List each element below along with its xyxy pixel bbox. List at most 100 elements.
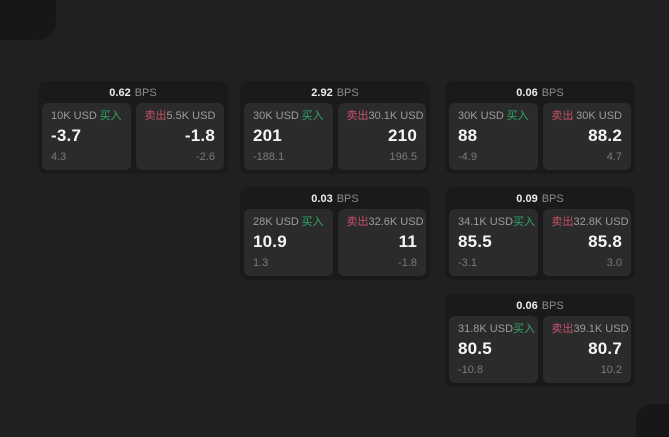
bps-unit-label: BPS: [336, 86, 359, 99]
bps-value: 2.92: [311, 86, 333, 99]
bps-value: 0.03: [311, 192, 333, 205]
bps-unit-label: BPS: [541, 192, 564, 205]
card-header: 0.03 BPS: [244, 187, 426, 209]
bps-unit-label: BPS: [134, 86, 157, 99]
buy-amount: 10K USD: [51, 110, 97, 122]
sell-panel[interactable]: 卖出 5.5K USD -1.8 -2.6: [135, 103, 224, 170]
sell-sub-value: -1.8: [398, 257, 417, 269]
buy-label: 买入: [506, 110, 529, 122]
sell-amount: 30.1K USD: [368, 110, 424, 122]
quote-panels: 34.1K USD 买入 85.5 -3.1 卖出 32.8K USD 85.8…: [449, 209, 631, 276]
buy-panel-header: 28K USD 买入: [253, 216, 324, 229]
quote-panels: 28K USD 买入 10.9 1.3 卖出 32.6K USD 11 -1.8: [244, 209, 426, 276]
card-header: 0.09 BPS: [449, 187, 631, 209]
quote-card: 0.06 BPS 31.8K USD 买入 80.5 -10.8 卖出 39.1…: [445, 294, 635, 387]
buy-sub-value: -188.1: [253, 151, 285, 163]
buy-panel[interactable]: 10K USD 买入 -3.7 4.3: [42, 103, 131, 170]
bps-unit-label: BPS: [541, 299, 564, 312]
buy-price: 10.9: [253, 232, 287, 251]
buy-amount: 28K USD: [253, 216, 299, 228]
sell-panel-header: 卖出 32.6K USD: [346, 216, 424, 229]
buy-panel-header: 34.1K USD 买入: [458, 216, 535, 229]
buy-price: 201: [253, 126, 282, 145]
buy-panel-header: 30K USD 买入: [458, 110, 529, 123]
sell-label: 卖出: [144, 110, 167, 122]
buy-price: 80.5: [458, 339, 492, 358]
sell-panel-header: 卖出 30.1K USD: [347, 110, 424, 123]
sell-sub-value: 196.5: [389, 151, 417, 163]
buy-amount: 31.8K USD: [458, 323, 514, 335]
bps-unit-label: BPS: [541, 86, 564, 99]
corner-decoration-bottom-right: [636, 404, 669, 437]
buy-price: 85.5: [458, 232, 492, 251]
buy-sub-value: 4.3: [51, 151, 67, 163]
buy-label: 买入: [301, 216, 324, 228]
quote-card: 0.03 BPS 28K USD 买入 10.9 1.3 卖出 32.6K US…: [240, 187, 430, 280]
buy-amount: 34.1K USD: [458, 216, 514, 228]
sell-label: 卖出: [551, 216, 574, 228]
sell-panel[interactable]: 卖出 30K USD 88.2 4.7: [542, 103, 631, 170]
sell-sub-value: 10.2: [600, 364, 622, 376]
quote-panels: 30K USD 买入 201 -188.1 卖出 30.1K USD 210 1…: [244, 103, 426, 170]
sell-panel[interactable]: 卖出 32.8K USD 85.8 3.0: [542, 209, 631, 276]
sell-panel[interactable]: 卖出 32.6K USD 11 -1.8: [337, 209, 426, 276]
quote-panels: 10K USD 买入 -3.7 4.3 卖出 5.5K USD -1.8 -2.…: [42, 103, 224, 170]
sell-label: 卖出: [551, 323, 574, 335]
buy-panel[interactable]: 30K USD 买入 201 -188.1: [244, 103, 333, 170]
sell-price: 210: [388, 126, 417, 145]
buy-panel[interactable]: 30K USD 买入 88 -4.9: [449, 103, 538, 170]
buy-sub-value: 1.3: [253, 257, 269, 269]
sell-label: 卖出: [346, 216, 369, 228]
card-header: 0.06 BPS: [449, 294, 631, 316]
quote-panels: 31.8K USD 买入 80.5 -10.8 卖出 39.1K USD 80.…: [449, 316, 631, 383]
sell-sub-value: 3.0: [606, 257, 622, 269]
sell-price: 11: [398, 232, 417, 251]
card-header: 0.62 BPS: [42, 81, 224, 103]
sell-label: 卖出: [551, 110, 574, 122]
buy-panel[interactable]: 34.1K USD 买入 85.5 -3.1: [449, 209, 538, 276]
buy-label: 买入: [513, 216, 536, 228]
bps-value: 0.62: [109, 86, 131, 99]
quote-card: 0.09 BPS 34.1K USD 买入 85.5 -3.1 卖出 32.8K…: [445, 187, 635, 280]
buy-label: 买入: [301, 110, 324, 122]
sell-sub-value: 4.7: [606, 151, 622, 163]
corner-decoration-top-left: [0, 0, 56, 40]
buy-panel-header: 30K USD 买入: [253, 110, 324, 123]
bps-value: 0.06: [516, 86, 538, 99]
sell-amount: 32.6K USD: [368, 216, 424, 228]
sell-amount: 32.8K USD: [573, 216, 629, 228]
sell-price: 88.2: [588, 126, 622, 145]
buy-label: 买入: [99, 110, 122, 122]
sell-panel[interactable]: 卖出 30.1K USD 210 196.5: [337, 103, 426, 170]
sell-amount: 5.5K USD: [166, 110, 216, 122]
card-header: 0.06 BPS: [449, 81, 631, 103]
buy-panel-header: 10K USD 买入: [51, 110, 122, 123]
sell-panel-header: 卖出 30K USD: [552, 110, 623, 123]
sell-amount: 39.1K USD: [573, 323, 629, 335]
sell-amount: 30K USD: [576, 110, 622, 122]
bps-value: 0.06: [516, 299, 538, 312]
buy-sub-value: -3.1: [458, 257, 477, 269]
bps-value: 0.09: [516, 192, 538, 205]
sell-price: 85.8: [588, 232, 622, 251]
sell-sub-value: -2.6: [196, 151, 215, 163]
quote-panels: 30K USD 买入 88 -4.9 卖出 30K USD 88.2 4.7: [449, 103, 631, 170]
buy-label: 买入: [513, 323, 536, 335]
buy-amount: 30K USD: [458, 110, 504, 122]
bps-unit-label: BPS: [336, 192, 359, 205]
quote-card: 2.92 BPS 30K USD 买入 201 -188.1 卖出 30.1K …: [240, 81, 430, 174]
card-header: 2.92 BPS: [244, 81, 426, 103]
buy-panel[interactable]: 28K USD 买入 10.9 1.3: [244, 209, 333, 276]
buy-price: 88: [458, 126, 478, 145]
quote-card: 0.62 BPS 10K USD 买入 -3.7 4.3 卖出 5.5K USD…: [38, 81, 228, 174]
buy-panel[interactable]: 31.8K USD 买入 80.5 -10.8: [449, 316, 538, 383]
quote-card: 0.06 BPS 30K USD 买入 88 -4.9 卖出 30K USD 8…: [445, 81, 635, 174]
sell-panel[interactable]: 卖出 39.1K USD 80.7 10.2: [542, 316, 631, 383]
sell-price: 80.7: [588, 339, 622, 358]
buy-amount: 30K USD: [253, 110, 299, 122]
sell-panel-header: 卖出 32.8K USD: [551, 216, 629, 229]
buy-sub-value: -4.9: [458, 151, 477, 163]
sell-panel-header: 卖出 5.5K USD: [145, 110, 216, 123]
buy-sub-value: -10.8: [458, 364, 484, 376]
